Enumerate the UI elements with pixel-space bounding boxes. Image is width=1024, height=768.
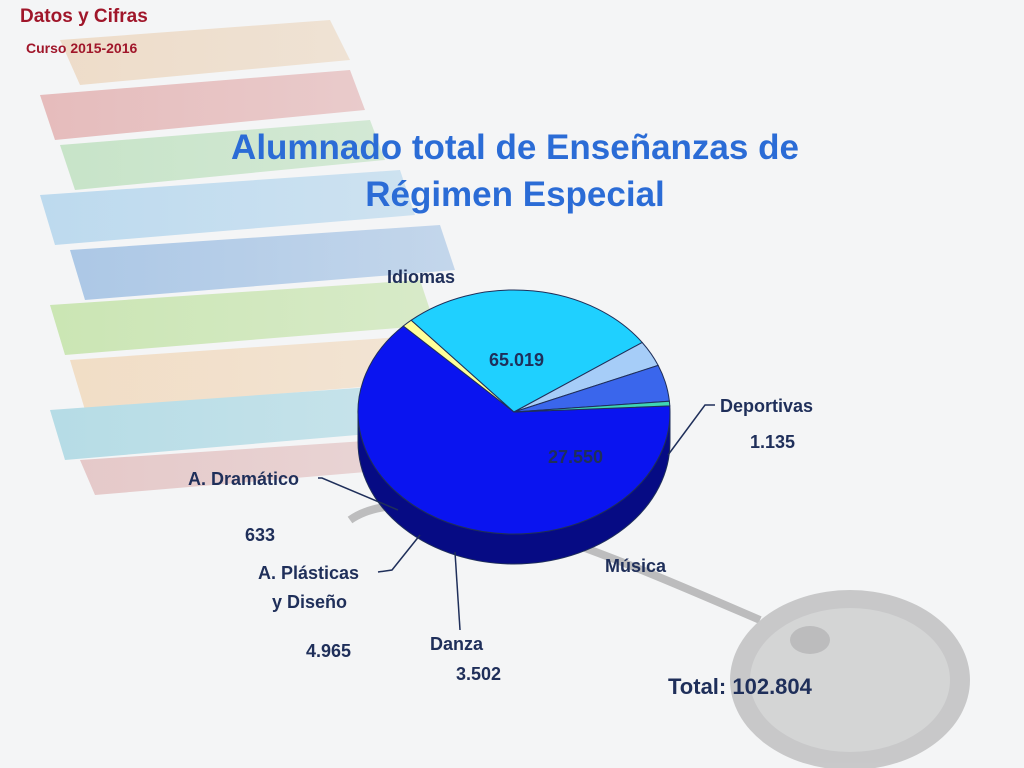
slice-value-musica: 27.550	[548, 447, 604, 467]
mouse-image	[347, 501, 970, 768]
slice-label-idiomas: Idiomas	[387, 267, 456, 287]
slice-label-deportivas: Deportivas	[720, 396, 814, 416]
slice-value-plasticas: 4.965	[306, 641, 352, 661]
slice-label-plasticas-line1: A. Plásticas	[258, 563, 360, 583]
header-subtitle: Curso 2015-2016	[26, 40, 138, 56]
slice-label-dramatico: A. Dramático	[188, 469, 300, 489]
slice-label-danza: Danza	[430, 634, 484, 654]
chart-title: Alumnado total de Enseñanzas de Régimen …	[150, 124, 880, 218]
slice-label-plasticas-line2: y Diseño	[272, 592, 348, 612]
pie-slice-a-dram-tico	[513, 400, 671, 413]
pie-slice-m-sica	[410, 289, 643, 413]
slice-value-deportivas: 1.135	[750, 432, 796, 452]
slice-value-dramatico: 633	[245, 525, 276, 545]
pie-slice-idiomas	[357, 325, 671, 535]
leader-line-dramatico	[318, 477, 399, 511]
header-title: Datos y Cifras	[20, 6, 148, 27]
chart-title-line2: Régimen Especial	[365, 175, 665, 214]
slice-label-musica: Música	[605, 556, 667, 576]
total-label: Total: 102.804	[668, 674, 812, 699]
leader-line-deportivas	[667, 404, 715, 456]
slice-value-danza: 3.502	[456, 664, 502, 684]
leader-line-plasticas	[377, 534, 421, 573]
leader-line-danza	[454, 551, 461, 631]
pie-leader-lines	[318, 404, 715, 631]
slice-value-idiomas: 65.019	[489, 350, 545, 370]
pie-top-layer	[357, 289, 671, 535]
chart-title-line1: Alumnado total de Enseñanzas de	[231, 128, 799, 167]
